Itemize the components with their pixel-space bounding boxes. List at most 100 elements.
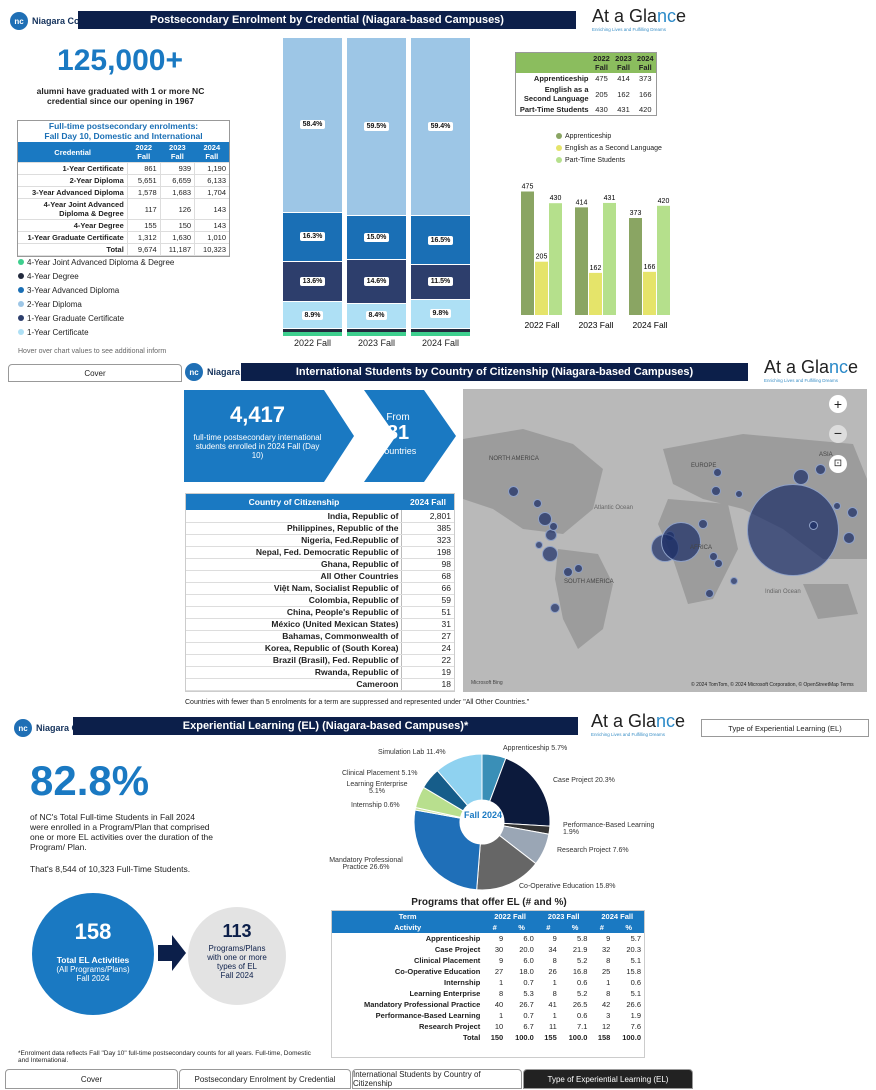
zoom-in-icon[interactable]: + <box>829 395 847 413</box>
legend-item[interactable]: 2-Year Diploma <box>18 297 174 311</box>
table-header[interactable]: Term <box>332 911 484 922</box>
table-row: 1-Year Certificate 861 939 1,190 <box>18 162 229 175</box>
tab-enrolment[interactable]: Postsecondary Enrolment by Credential <box>179 1069 351 1089</box>
table-header[interactable]: % <box>613 922 644 933</box>
bar-segment[interactable] <box>411 332 470 336</box>
table-row: Total 150 100.0 155 100.0 158 100.0 <box>332 1032 644 1043</box>
credential-table: Full-time postsecondary enrolments: Fall… <box>17 120 230 257</box>
nc-logo-icon: nc <box>185 363 203 381</box>
table-header[interactable]: 2024 Fall <box>194 142 229 163</box>
bar[interactable] <box>657 205 670 315</box>
bar-segment[interactable]: 59.5% <box>347 38 406 215</box>
bar-segment[interactable]: 11.5% <box>411 265 470 299</box>
table-cell: 26.5 <box>572 1000 588 1009</box>
bar[interactable] <box>549 203 562 315</box>
legend-item[interactable]: Apprenticeship <box>556 130 662 142</box>
bar-segment[interactable] <box>283 332 342 336</box>
bar-value-label: 59.5% <box>363 121 390 131</box>
legend-item[interactable]: 4-Year Joint Advanced Diploma & Degree <box>18 255 174 269</box>
country-table[interactable]: Country of Citizenship 2024 Fall India, Re… <box>185 493 455 692</box>
bar-segment[interactable]: 58.4% <box>283 38 342 212</box>
table-cell: 51 <box>401 606 454 619</box>
legend-item[interactable]: Part-Time Students <box>556 154 662 166</box>
table-header[interactable]: Activity <box>332 922 484 933</box>
table-header[interactable]: 2022 Fall <box>590 52 613 73</box>
tab-international[interactable]: International Students by Country of Cit… <box>352 1069 522 1089</box>
bar[interactable] <box>643 271 656 315</box>
table-header[interactable]: 2022 Fall <box>127 142 161 163</box>
tab-experiential-learning[interactable]: Type of Experiential Learning (EL) <box>523 1069 693 1089</box>
table-header[interactable]: # <box>536 922 560 933</box>
bar-value-label: 8.4% <box>365 311 388 321</box>
mini-tab-cover[interactable]: Cover <box>8 364 182 382</box>
bar-segment[interactable] <box>347 329 406 332</box>
bar-value-label: 162 <box>590 265 602 272</box>
table-cell: 0.6 <box>576 978 588 987</box>
table-cell: 6,133 <box>194 174 229 187</box>
bar[interactable] <box>521 191 534 316</box>
bar-segment[interactable]: 16.5% <box>411 215 470 265</box>
table-cell: 9 <box>499 956 504 965</box>
pie-slice[interactable] <box>489 757 551 827</box>
table-header[interactable]: # <box>483 922 507 933</box>
bar[interactable] <box>575 207 588 315</box>
table-header[interactable]: 2024 Fall <box>634 52 657 73</box>
table-header[interactable]: 2023 Fall <box>536 911 591 922</box>
legend-item[interactable]: English as a Second Language <box>556 142 662 154</box>
bar-segment[interactable]: 14.6% <box>347 260 406 303</box>
bar-segment[interactable]: 9.8% <box>411 299 470 328</box>
table-header[interactable]: 2022 Fall <box>483 911 537 922</box>
table-cell: 4-Year Degree <box>18 219 128 232</box>
table-header[interactable]: % <box>506 922 537 933</box>
table-header[interactable]: % <box>559 922 591 933</box>
pie-slice[interactable] <box>436 753 483 807</box>
legend-label: 3-Year Advanced Diploma <box>27 285 120 295</box>
el-table-title: Programs that offer EL (# and %) <box>411 897 567 908</box>
el-table[interactable]: Term 2022 Fall 2023 Fall 2024 Fall Activity #… <box>331 910 645 1058</box>
bar-segment[interactable]: 59.4% <box>411 38 470 215</box>
zoom-out-icon[interactable]: − <box>829 425 847 443</box>
table-header[interactable] <box>515 52 591 73</box>
table-cell: 5.1 <box>630 956 641 965</box>
bar-segment[interactable]: 8.9% <box>283 302 342 328</box>
table-header[interactable]: 2023 Fall <box>612 52 635 73</box>
bar[interactable] <box>603 202 616 315</box>
tab-cover[interactable]: Cover <box>5 1069 178 1089</box>
table-cell: 8 <box>499 989 504 998</box>
table-header[interactable]: 2024 Fall <box>590 911 644 922</box>
table-header[interactable]: # <box>590 922 614 933</box>
pie-slice[interactable] <box>476 834 537 891</box>
bar-segment[interactable]: 16.3% <box>283 212 342 261</box>
table-cell: 1 <box>552 978 557 987</box>
legend-label: Apprenticeship <box>565 132 612 140</box>
legend-item[interactable]: 1-Year Graduate Certificate <box>18 311 174 325</box>
legend-item[interactable]: 4-Year Degree <box>18 269 174 283</box>
table-header[interactable]: 2023 Fall <box>160 142 195 163</box>
table-row: Philippines, Republic of the 385 <box>186 522 454 535</box>
pie-slice[interactable] <box>413 809 481 891</box>
select-area-icon[interactable]: ⊡ <box>829 455 847 473</box>
table-cell: 22 <box>401 654 454 667</box>
legend-label: 2-Year Diploma <box>27 299 82 309</box>
world-map[interactable]: NORTH AMERICA EUROPE ASIA AFRICA SOUTH A… <box>463 389 867 692</box>
bar[interactable] <box>589 272 602 315</box>
legend-item[interactable]: 3-Year Advanced Diploma <box>18 283 174 297</box>
bar-segment[interactable]: 13.6% <box>283 261 342 302</box>
bar-segment[interactable]: 8.4% <box>347 303 406 328</box>
bar-segment[interactable]: 15.0% <box>347 215 406 260</box>
bar[interactable] <box>629 218 642 315</box>
table-cell: 1-Year Certificate <box>18 162 128 175</box>
bar-segment[interactable] <box>283 329 342 332</box>
table-header[interactable]: Credential <box>18 142 128 163</box>
table-header[interactable]: Country of Citizenship <box>186 494 402 510</box>
table-cell: Nepal, Fed. Democratic Republic of <box>186 546 402 559</box>
table-header[interactable]: 2024 Fall <box>401 494 454 510</box>
bar[interactable] <box>535 261 548 315</box>
table-cell: 100.0 <box>622 1033 641 1042</box>
bar-segment[interactable] <box>411 329 470 332</box>
legend-item[interactable]: 1-Year Certificate <box>18 325 174 339</box>
el-type-filter[interactable]: Type of Experiential Learning (EL) <box>701 719 869 737</box>
table-row: China, People's Republic of 51 <box>186 606 454 619</box>
bar-value-label: 14.6% <box>363 277 390 287</box>
bar-segment[interactable] <box>347 332 406 336</box>
